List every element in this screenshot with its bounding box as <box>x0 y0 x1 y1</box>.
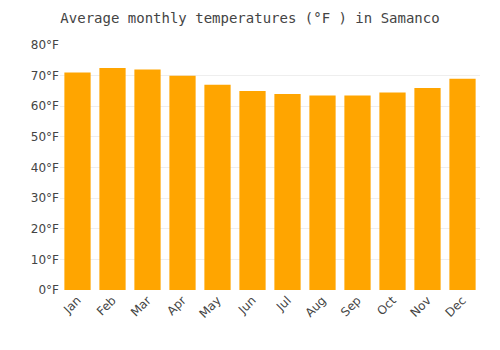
svg-text:Average monthly temperatures (: Average monthly temperatures (°F ) in Sa… <box>60 10 439 26</box>
svg-text:Oct: Oct <box>374 293 399 318</box>
svg-text:Jan: Jan <box>60 293 84 317</box>
svg-text:10°F: 10°F <box>31 253 59 267</box>
svg-text:Jun: Jun <box>235 293 259 317</box>
svg-text:Aug: Aug <box>302 293 328 319</box>
svg-text:Sep: Sep <box>338 293 364 319</box>
svg-text:50°F: 50°F <box>31 130 59 144</box>
svg-text:80°F: 80°F <box>31 38 59 52</box>
svg-text:0°F: 0°F <box>38 283 59 297</box>
svg-text:70°F: 70°F <box>31 69 59 83</box>
svg-text:May: May <box>196 293 223 320</box>
svg-text:60°F: 60°F <box>31 99 59 113</box>
svg-text:Mar: Mar <box>128 293 154 319</box>
svg-text:Dec: Dec <box>443 293 469 319</box>
svg-text:40°F: 40°F <box>31 161 59 175</box>
svg-text:30°F: 30°F <box>31 191 59 205</box>
svg-text:Jul: Jul <box>273 293 294 314</box>
svg-text:Feb: Feb <box>94 293 119 318</box>
svg-text:20°F: 20°F <box>31 222 59 236</box>
svg-text:Apr: Apr <box>164 293 189 318</box>
svg-text:Nov: Nov <box>407 293 433 319</box>
